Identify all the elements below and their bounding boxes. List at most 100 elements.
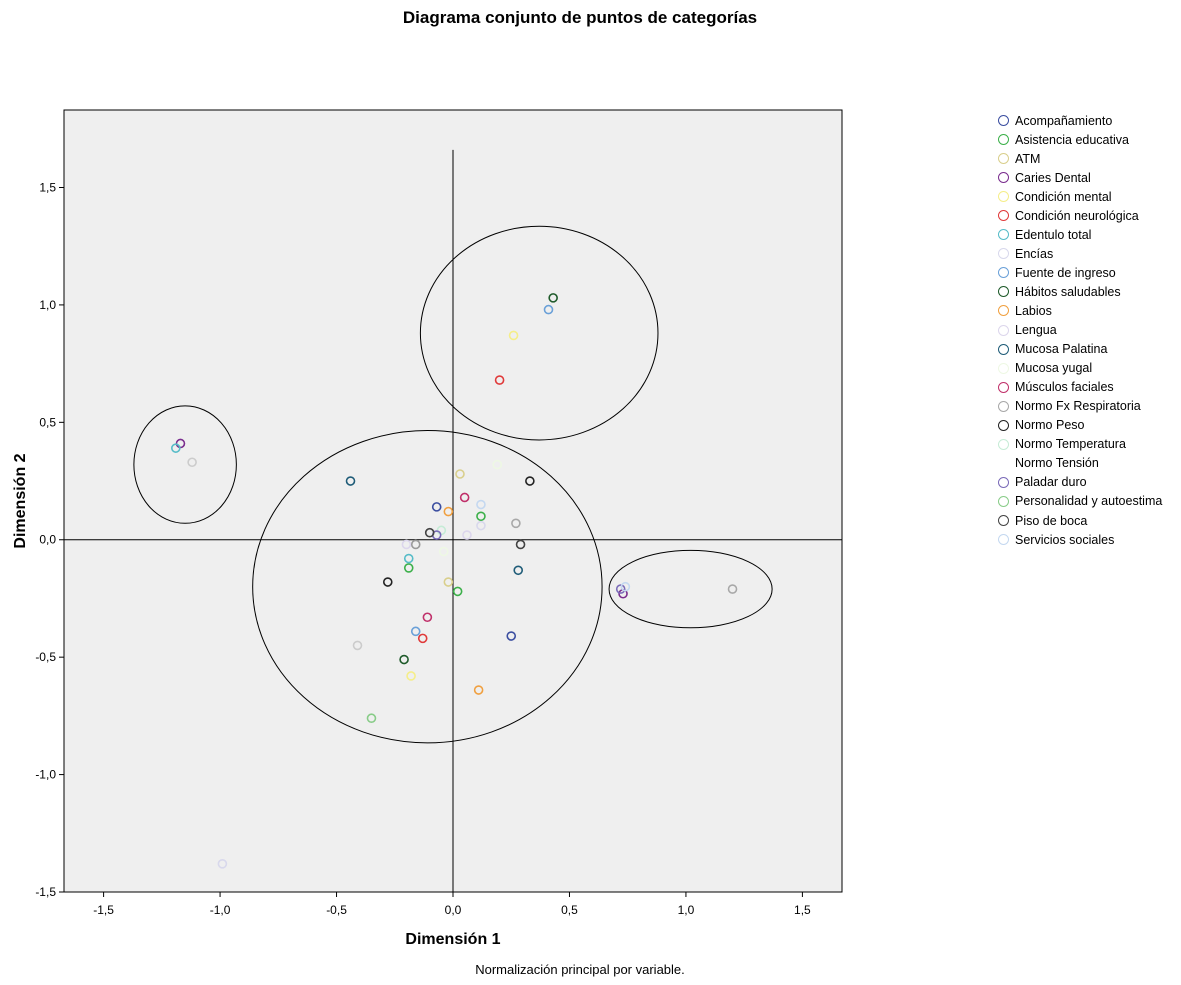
legend-item: Normo Tensión	[998, 454, 1178, 473]
cluster-ellipse-3	[252, 430, 603, 744]
y-axis: -1,5 -1,0 -0,5 0,0 0,5 1,0 1,5	[35, 180, 64, 899]
y-tick-label: -1,0	[35, 768, 56, 782]
data-point	[620, 581, 631, 592]
data-point	[187, 457, 197, 468]
legend-item: Normo Peso	[998, 416, 1178, 435]
data-point	[438, 546, 449, 557]
x-axis: -1,5 -1,0 -0,5 0,0 0,5 1,0 1,5	[93, 892, 811, 917]
data-point	[443, 577, 454, 587]
legend-marker-icon	[998, 134, 1009, 146]
legend-item: Lengua	[998, 321, 1178, 340]
legend-label: Caries Dental	[1015, 170, 1091, 185]
legend-label: Edentulo total	[1015, 227, 1092, 242]
data-point	[401, 539, 412, 550]
x-tick-label: 1,5	[794, 903, 811, 917]
x-tick-label: -0,5	[326, 903, 347, 917]
data-points	[171, 293, 738, 869]
legend-label: Normo Temperatura	[1015, 437, 1126, 452]
data-point	[525, 476, 535, 486]
data-point	[217, 859, 228, 869]
legend: Acompañamiento Asistencia educativa ATM Car…	[998, 111, 1178, 549]
legend-marker-icon	[998, 438, 1009, 450]
legend-marker-icon	[998, 172, 1009, 184]
legend-label: Lengua	[1015, 323, 1057, 338]
y-tick-label: 0,5	[39, 415, 56, 429]
legend-marker-icon	[998, 343, 1009, 355]
data-point	[476, 520, 486, 531]
data-point	[515, 539, 526, 550]
data-point	[513, 565, 524, 576]
chart-title: Diagrama conjunto de puntos de categoría…	[402, 8, 758, 27]
legend-marker-icon	[998, 381, 1009, 393]
data-point	[403, 563, 414, 573]
y-axis-label: Dimensión 2	[12, 453, 29, 548]
legend-marker-icon	[998, 515, 1009, 526]
legend-label: Personalidad y autoestima	[1015, 494, 1163, 509]
legend-label: Fuente de ingreso	[1015, 265, 1116, 280]
data-point	[494, 375, 505, 385]
data-point	[452, 586, 463, 597]
legend-label: Condición neurológica	[1015, 208, 1139, 223]
legend-label: Mucosa yugal	[1015, 361, 1093, 376]
data-point	[410, 539, 421, 550]
legend-label: Mucosa Palatina	[1015, 342, 1108, 357]
x-tick-label: 0,5	[561, 903, 578, 917]
legend-item: Asistencia educativa	[998, 130, 1178, 149]
data-point	[548, 293, 558, 303]
legend-item: Caries Dental	[998, 168, 1178, 187]
legend-marker-icon	[998, 286, 1009, 298]
data-point	[424, 527, 435, 538]
legend-label: Hábitos saludables	[1015, 284, 1121, 299]
data-point	[417, 633, 428, 644]
legend-item: Acompañamiento	[998, 111, 1178, 130]
data-point	[366, 713, 377, 724]
legend-item: Encías	[998, 244, 1178, 263]
legend-item: Fuente de ingreso	[998, 263, 1178, 282]
data-point	[443, 506, 454, 517]
legend-label: Servicios sociales	[1015, 532, 1115, 547]
x-tick-label: 0,0	[445, 903, 462, 917]
data-point	[455, 469, 465, 479]
legend-label: Condición mental	[1015, 189, 1112, 204]
data-point	[473, 685, 484, 695]
data-point	[382, 577, 393, 587]
data-point	[352, 640, 363, 651]
data-point	[543, 304, 554, 315]
legend-marker-icon	[998, 534, 1009, 546]
legend-label: Normo Tensión	[1015, 456, 1099, 471]
data-point	[171, 443, 181, 453]
legend-item: Condición neurológica	[998, 206, 1178, 225]
legend-marker-icon	[998, 305, 1009, 317]
data-point	[422, 612, 433, 623]
legend-item: Paladar duro	[998, 473, 1178, 492]
legend-marker-icon	[998, 419, 1009, 431]
data-point	[431, 502, 442, 512]
legend-label: Paladar duro	[1015, 475, 1087, 490]
legend-item: Condición mental	[998, 187, 1178, 206]
legend-item: ATM	[998, 149, 1178, 168]
legend-label: Músculos faciales	[1015, 380, 1114, 395]
legend-item: Músculos faciales	[998, 378, 1178, 397]
legend-item: Mucosa Palatina	[998, 340, 1178, 359]
legend-marker-icon	[998, 229, 1009, 241]
data-point	[511, 518, 521, 529]
reference-lines	[64, 149, 842, 892]
legend-label: Asistencia educativa	[1015, 132, 1129, 147]
data-point	[403, 553, 414, 564]
data-point	[615, 584, 626, 594]
legend-marker-icon	[998, 267, 1009, 279]
legend-label: Encías	[1015, 246, 1054, 261]
cluster-ellipse-1	[133, 405, 237, 524]
legend-label: Acompañamiento	[1015, 113, 1113, 128]
data-point	[406, 671, 416, 681]
legend-item: Piso de boca	[998, 511, 1178, 530]
data-point	[492, 459, 503, 470]
data-point	[476, 499, 486, 510]
x-tick-label: -1,0	[210, 903, 231, 917]
data-point	[410, 626, 421, 637]
data-point	[476, 511, 486, 522]
legend-item: Servicios sociales	[998, 530, 1178, 549]
legend-label: Normo Fx Respiratoria	[1015, 399, 1141, 414]
legend-marker-icon	[998, 476, 1009, 488]
